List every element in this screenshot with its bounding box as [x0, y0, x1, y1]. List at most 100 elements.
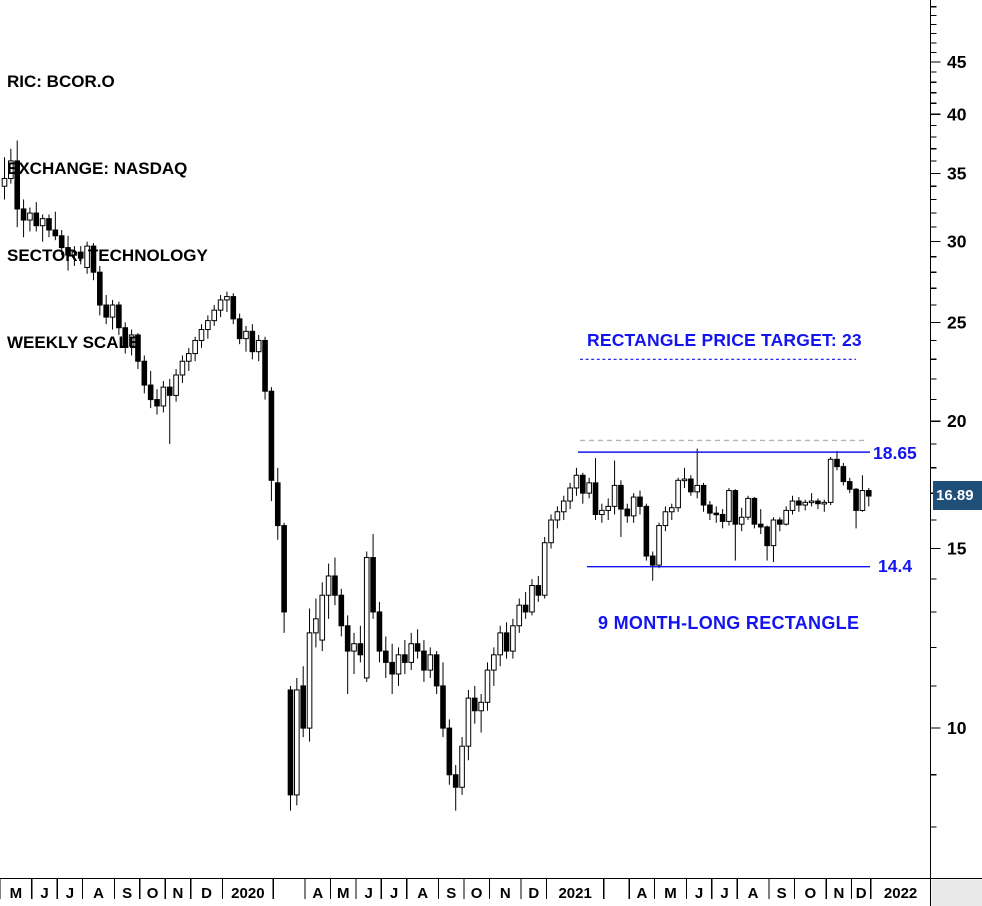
- candle-up: [745, 497, 751, 518]
- candle-up: [510, 625, 516, 652]
- candle-down: [777, 519, 783, 525]
- candle-up: [573, 474, 580, 489]
- candle-down: [338, 594, 345, 627]
- price-target-annotation: RECTANGLE PRICE TARGET: 23: [587, 330, 862, 350]
- x-axis-label: M: [10, 885, 23, 902]
- candle-up: [491, 654, 497, 671]
- candle-down: [141, 360, 148, 386]
- candle-up: [351, 643, 357, 652]
- candle-down: [77, 251, 84, 259]
- candle-down: [116, 304, 122, 329]
- candle-down: [33, 212, 40, 227]
- candle-up: [668, 507, 675, 513]
- candle-up: [599, 509, 605, 515]
- x-axis-label: S: [446, 885, 456, 902]
- candle-up: [675, 479, 681, 509]
- candle-down: [249, 330, 256, 353]
- candle-down: [452, 774, 459, 788]
- candle-up: [567, 487, 573, 502]
- candle-down: [700, 484, 707, 506]
- candle-down: [332, 575, 338, 596]
- x-axis-label: A: [93, 885, 104, 902]
- candle-up: [8, 160, 14, 179]
- candle-down: [840, 466, 847, 483]
- candle-up: [173, 374, 179, 396]
- candle-up: [109, 304, 116, 318]
- candle-up: [611, 484, 618, 507]
- x-axis-label: M: [664, 885, 677, 902]
- candle-up: [211, 309, 218, 322]
- candle-up: [726, 490, 732, 522]
- x-axis-label: A: [748, 885, 759, 902]
- candle-up: [179, 360, 186, 376]
- candle-down: [402, 654, 408, 663]
- candle-up: [192, 339, 198, 355]
- candle-up: [325, 575, 332, 596]
- candle-up: [465, 697, 472, 747]
- y-axis-label: 25: [947, 312, 967, 332]
- candle-up: [217, 299, 224, 311]
- candle-up: [84, 245, 90, 268]
- candle-up: [395, 654, 402, 675]
- candle-up: [319, 594, 326, 641]
- candle-down: [713, 512, 720, 516]
- candle-down: [421, 650, 427, 671]
- candle-down: [618, 484, 624, 510]
- y-axis-label: 35: [947, 163, 967, 183]
- candle-down: [624, 508, 631, 517]
- candle-down: [274, 482, 281, 527]
- x-axis-label: O: [804, 885, 816, 902]
- candle-down: [535, 584, 542, 596]
- candle-up: [859, 490, 866, 511]
- x-axis-label: J: [364, 885, 372, 902]
- candle-down: [471, 697, 478, 712]
- candle-up: [39, 218, 46, 227]
- candle-down: [580, 474, 586, 494]
- candle-down: [522, 604, 529, 613]
- candle-down: [236, 318, 243, 340]
- candle-up: [789, 500, 796, 511]
- x-axis-label: 2022: [884, 885, 917, 902]
- candle-up: [306, 632, 313, 729]
- candle-up: [427, 654, 434, 671]
- header-exchange: EXCHANGE: NASDAQ: [7, 159, 188, 178]
- x-axis-label: N: [833, 885, 844, 902]
- candle-down: [732, 490, 739, 525]
- candle-up: [408, 643, 415, 663]
- support-price-label: 14.4: [878, 556, 913, 576]
- candle-up: [255, 339, 262, 353]
- candle-up: [71, 251, 78, 256]
- candle-up: [548, 519, 554, 544]
- candle-up: [554, 511, 561, 521]
- x-axis-label: N: [173, 885, 184, 902]
- candle-down: [281, 525, 287, 613]
- candle-up: [827, 458, 834, 503]
- y-axis-label: 15: [947, 539, 967, 559]
- x-axis-label: J: [66, 885, 74, 902]
- candle-up: [27, 212, 33, 221]
- candle-up: [770, 519, 777, 547]
- candle-down: [446, 727, 453, 776]
- x-axis-label: J: [390, 885, 398, 902]
- candle-up: [694, 484, 700, 493]
- candle-down: [122, 327, 129, 347]
- candle-up: [478, 701, 484, 712]
- candle-down: [147, 384, 154, 401]
- candle-up: [630, 496, 637, 517]
- candle-down: [440, 685, 446, 729]
- candle-up: [484, 669, 491, 703]
- candle-down: [154, 399, 160, 407]
- candle-up: [821, 501, 828, 505]
- candle-down: [376, 611, 383, 652]
- candle-down: [262, 339, 268, 392]
- candle-down: [357, 643, 364, 656]
- resistance-price-label: 18.65: [873, 443, 917, 463]
- candle-down: [846, 481, 853, 490]
- candle-up: [656, 525, 662, 566]
- candle-up: [185, 353, 192, 362]
- y-axis-label: 10: [947, 718, 967, 738]
- candle-down: [649, 555, 656, 566]
- x-axis-label: J: [695, 885, 703, 902]
- x-axis-label: J: [720, 885, 728, 902]
